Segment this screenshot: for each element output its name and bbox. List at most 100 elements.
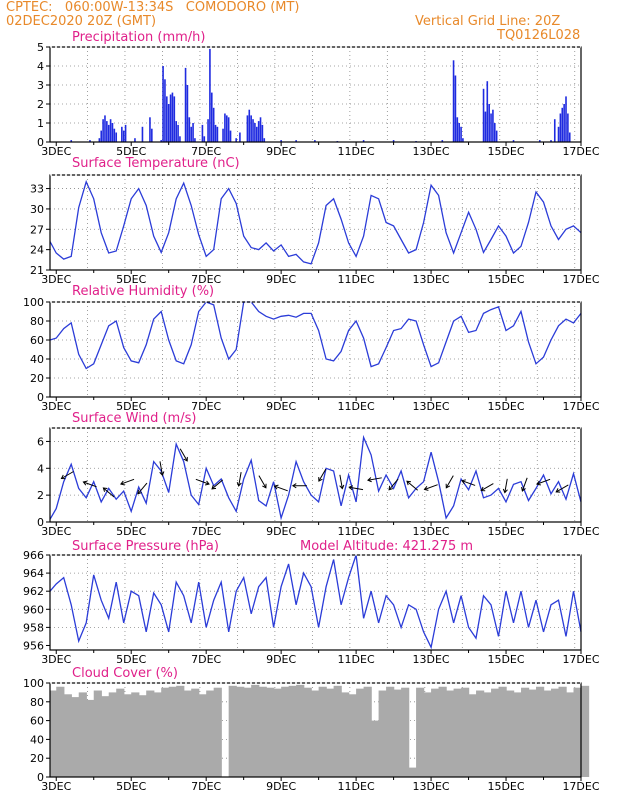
cloud-bar: [386, 686, 395, 777]
y-tick-label: 100: [23, 296, 44, 309]
cloud-bar: [296, 684, 305, 777]
wind-arrow: [367, 477, 382, 483]
precip-bar: [171, 92, 174, 142]
cloud-bar: [303, 687, 312, 777]
cloud-bar: [243, 687, 252, 777]
y-tick-label: 40: [30, 733, 44, 746]
cloud-bar: [266, 687, 275, 777]
cloud-bar: [273, 688, 282, 777]
cloud-bar: [228, 685, 237, 777]
precip-bar: [188, 117, 191, 142]
panel-cloud: Cloud Cover (%) 0 20 40 60 80 100 3DEC 5DEC 7DEC 9…: [23, 666, 600, 793]
cloud-bar: [93, 690, 102, 777]
precip-bar: [122, 130, 125, 142]
x-tick-label: 7DEC: [191, 780, 221, 793]
wind-arrow-shaft: [83, 481, 97, 488]
x-tick-label: 11DEC: [338, 780, 375, 793]
x-tick-label: 11DEC: [338, 145, 375, 158]
precip-bar: [280, 140, 282, 142]
y-tick-label: 4: [37, 60, 44, 73]
precip-bar: [113, 128, 116, 142]
wind-arrow-shaft: [349, 486, 364, 491]
y-tick-label: 964: [23, 567, 44, 580]
wind-arrow: [102, 487, 115, 498]
y-tick-label: 960: [23, 603, 44, 616]
wind-arrow: [273, 484, 288, 492]
cloud-bar: [453, 688, 462, 777]
x-tick-label: 17DEC: [562, 273, 599, 286]
cloud-bar: [108, 692, 117, 777]
precip-bar: [162, 66, 164, 142]
cloud-bar: [251, 684, 260, 777]
cloud-bar: [573, 687, 582, 777]
cloud-bar: [288, 685, 297, 777]
x-tick-label: 5DEC: [116, 525, 146, 538]
wind-arrow-shaft: [406, 480, 419, 491]
wind-arrow-shaft: [480, 483, 494, 492]
panel-pressure: Surface Pressure (hPa) Model Altitude: 42…: [23, 539, 600, 666]
cloud-bar: [446, 690, 455, 777]
cloud-bar: [153, 692, 162, 777]
x-tick-label: 11DEC: [338, 653, 375, 666]
precip-bar: [98, 138, 101, 142]
rh-line: [49, 301, 582, 370]
cloud-bar: [393, 689, 402, 777]
precip-bar: [102, 119, 104, 142]
panel-subtitle: Model Altitude: 421.275 m: [300, 539, 473, 554]
precip-bar: [559, 113, 562, 142]
y-tick-label: 60: [30, 715, 44, 728]
x-tick-label: 13DEC: [413, 145, 450, 158]
wind-arrow: [406, 480, 419, 491]
y-tick-label: 956: [23, 639, 44, 652]
panel-title: Cloud Cover (%): [72, 666, 178, 681]
wind-arrow-head: [159, 471, 165, 477]
panel-precip: Precipitation (mm/h) 0 1 2 3 4 5 3DEC 5DEC 7DEC 9D…: [37, 30, 600, 158]
panel-frame: [49, 554, 582, 651]
precip-bar: [486, 81, 489, 142]
wind-arrow-head: [406, 480, 411, 486]
cloud-bar: [198, 694, 207, 777]
wind-arrow-head: [367, 477, 372, 483]
cloud-bar: [161, 687, 170, 777]
cloud-bar: [341, 692, 350, 777]
precip-bar: [492, 109, 494, 142]
precip-bar: [252, 119, 254, 142]
x-tick-label: 5DEC: [116, 145, 146, 158]
y-tick-label: 27: [30, 223, 44, 236]
x-tick-label: 15DEC: [487, 525, 524, 538]
cloud-bar: [371, 720, 380, 777]
precip-bar: [151, 128, 153, 142]
precip-bar: [169, 94, 172, 142]
y-tick-label: 2: [37, 489, 44, 502]
precip-bar: [488, 104, 490, 142]
precip-bar: [115, 132, 118, 142]
panel-wind: Surface Wind (m/s) 0 2 4 6 3DEC 5DEC 7DEC 9DEC 11…: [37, 411, 600, 538]
pressure-line: [49, 554, 582, 650]
wind-arrow: [461, 479, 476, 486]
cloud-bar: [146, 690, 155, 777]
wind-arrow-head: [137, 489, 142, 495]
precip-bar: [107, 124, 110, 142]
precip-bar: [179, 136, 181, 142]
wind-arrow: [82, 480, 97, 488]
cloud-bar: [513, 692, 522, 777]
wind-arrow-head: [60, 474, 66, 480]
cloud-bar: [131, 692, 140, 777]
wind-arrow-head: [318, 477, 323, 482]
wind-arrow: [120, 478, 135, 486]
precip-bar: [456, 117, 459, 142]
precip-bar: [460, 126, 462, 142]
wind-arrow: [291, 483, 307, 489]
header-run-id: TQ0126L028: [497, 28, 581, 43]
panel-title: Relative Humidity (%): [72, 284, 214, 299]
x-tick-label: 13DEC: [413, 653, 450, 666]
x-tick-label: 15DEC: [487, 400, 524, 413]
x-tick-label: 13DEC: [413, 273, 450, 286]
cloud-bar: [348, 694, 357, 777]
precip-bar: [248, 109, 251, 142]
wind-arrow-shaft: [137, 482, 148, 495]
wind-arrow-head: [423, 486, 429, 491]
x-tick-label: 17DEC: [562, 780, 599, 793]
cloud-bar: [438, 686, 447, 777]
panel-temp: Surface Temperature (nC) 21 24 27 30 33 3DEC 5D…: [30, 156, 600, 286]
